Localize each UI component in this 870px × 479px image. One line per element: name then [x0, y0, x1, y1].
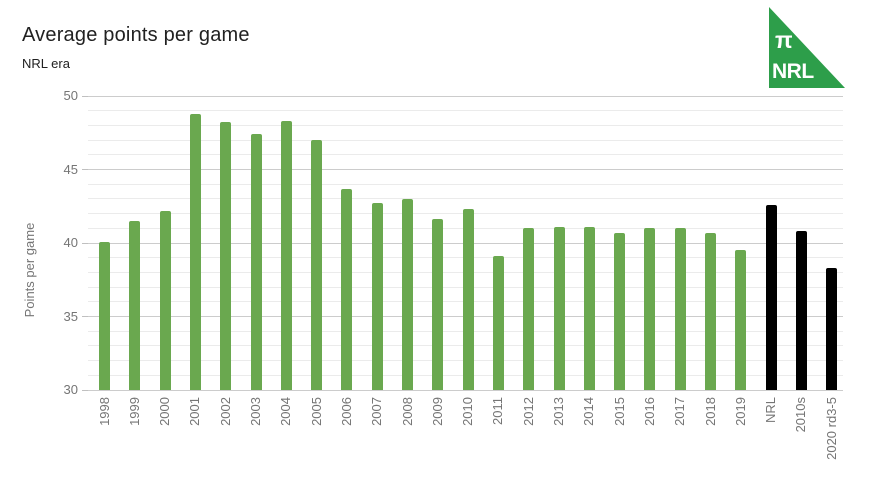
bar-2003 [250, 134, 262, 390]
bar-2013 [553, 226, 565, 390]
y-tick-label: 40 [63, 235, 78, 250]
y-axis-tickmark [82, 169, 88, 170]
bar-2017 [674, 228, 686, 390]
logo-triangle-shape [769, 7, 845, 88]
x-tick-label: NRL [763, 397, 779, 424]
x-tick-label: 2017 [672, 397, 688, 426]
x-tick-label: 1998 [96, 397, 112, 426]
y-axis-tickmark [82, 242, 88, 244]
bar-2006 [341, 188, 353, 390]
x-tick-label: 2007 [369, 397, 385, 426]
major-gridline [88, 389, 843, 391]
bar-2008 [402, 198, 413, 390]
x-tick-label: 2000 [157, 397, 173, 426]
minor-gridline [88, 198, 843, 200]
bar-2010 [462, 209, 474, 390]
x-tick-label: 2016 [641, 397, 657, 426]
bar-2016 [644, 228, 656, 390]
y-tick-label: 30 [63, 382, 78, 397]
bar-2019 [735, 250, 747, 390]
bar-2005 [311, 140, 323, 390]
bar-2018 [705, 232, 716, 390]
x-tick-label: 2004 [278, 397, 294, 426]
minor-gridline [88, 110, 843, 112]
bar-2001 [189, 113, 201, 390]
x-tick-label: 2013 [551, 397, 566, 426]
chart-subtitle: NRL era [22, 56, 70, 71]
bar-2012 [523, 228, 535, 390]
x-tick-label: 2018 [702, 397, 718, 426]
bar-2004 [280, 120, 292, 390]
y-axis-title: Points per game [22, 222, 37, 318]
x-tick-label: 2019 [732, 397, 748, 426]
bar-1999 [129, 220, 141, 390]
y-axis-tickmark [82, 389, 88, 391]
bar-2000 [159, 210, 171, 390]
x-tick-label: 2002 [217, 397, 233, 426]
x-tick-label: 2005 [308, 397, 324, 426]
minor-gridline [88, 124, 843, 126]
y-tick-label: 35 [63, 308, 78, 324]
y-axis-tickmark [82, 316, 88, 317]
bar-2007 [371, 203, 383, 390]
bar-2010s [795, 231, 807, 390]
x-tick-label: 2008 [399, 397, 415, 426]
minor-gridline [88, 154, 843, 156]
x-tick-label: 2003 [248, 397, 263, 426]
bar-2014 [583, 226, 595, 390]
x-tick-label: 2014 [581, 397, 597, 426]
x-tick-label: 1999 [126, 397, 142, 426]
x-tick-label: 2010s [793, 397, 809, 433]
x-tick-label: 2010 [460, 397, 476, 426]
bar-2015 [614, 232, 626, 390]
logo-pi-symbol: π [775, 27, 793, 53]
y-axis-tickmark [82, 95, 88, 97]
chart-title: Average points per game [22, 24, 250, 46]
y-tick-label: 50 [63, 88, 78, 103]
bar-nrl [765, 204, 777, 390]
x-tick-label: 2011 [490, 397, 506, 425]
pi-nrl-logo: π NRL [769, 7, 845, 88]
x-tick-label: 2009 [429, 397, 445, 426]
logo-nrl-text: NRL [772, 60, 814, 83]
bar-2020-rd3-5 [826, 267, 838, 390]
y-tick-label: 45 [63, 161, 78, 177]
major-gridline [88, 95, 843, 97]
bar-2009 [432, 219, 444, 390]
major-gridline [88, 169, 843, 170]
x-tick-label: 2006 [338, 397, 354, 426]
x-tick-label: 2012 [520, 397, 536, 426]
x-tick-label: 2001 [187, 397, 203, 426]
bar-1998 [99, 241, 110, 390]
x-tick-label: 2015 [611, 397, 627, 426]
minor-gridline [88, 139, 843, 141]
minor-gridline [88, 183, 843, 185]
bar-2011 [492, 256, 504, 390]
x-tick-label: 2020 rd3-5 [823, 397, 839, 460]
bar-2002 [220, 122, 232, 390]
